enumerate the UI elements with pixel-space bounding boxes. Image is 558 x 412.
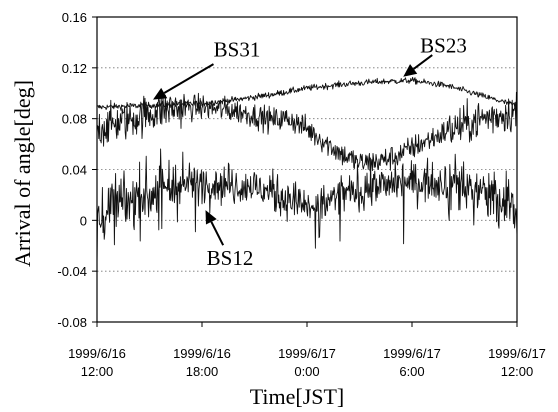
axis-ticks: 0.16 0.12 0.08 0.04 0 -0.04 -0.08 1999/6/16 12:0… (57, 10, 546, 379)
y-tick-label: 0 (80, 213, 87, 228)
arrow-head-icon (205, 210, 217, 225)
y-tick-label: 0.16 (62, 10, 87, 25)
x-tick-date-label: 1999/6/17 (278, 346, 336, 361)
y-tick-label: -0.08 (57, 315, 87, 330)
series-line-bs12 (96, 148, 518, 265)
series-label-bs12: BS12 (207, 246, 254, 270)
x-tick-date-label: 1999/6/17 (383, 346, 441, 361)
x-tick-date-label: 1999/6/17 (488, 346, 546, 361)
arrow-shaft (210, 221, 225, 246)
x-axis-title: Time[JST] (250, 384, 345, 409)
y-tick-label: 0.04 (62, 163, 87, 178)
arrow-shaft (413, 54, 433, 70)
arrow-head-icon (153, 87, 168, 100)
x-tick-time-label: 12:00 (501, 364, 534, 379)
series-annotations: BS31 BS23 BS12 (153, 34, 467, 270)
arrow-shaft (163, 63, 214, 94)
series-label-bs23: BS23 (420, 34, 467, 58)
x-tick-time-label: 6:00 (399, 364, 424, 379)
series-label-bs31: BS31 (214, 37, 261, 61)
y-axis-title: Arrival of angle[deg] (10, 80, 35, 267)
y-tick-label: 0.12 (62, 61, 87, 76)
y-tick-label: -0.04 (57, 264, 87, 279)
series-line-bs23 (96, 91, 518, 172)
y-tick-label: 0.08 (62, 112, 87, 127)
x-tick-date-label: 1999/6/16 (68, 346, 126, 361)
x-tick-time-label: 0:00 (294, 364, 319, 379)
x-tick-time-label: 18:00 (186, 364, 219, 379)
x-tick-time-label: 12:00 (81, 364, 114, 379)
series-lines (96, 76, 518, 265)
x-tick-date-label: 1999/6/16 (173, 346, 231, 361)
arrow-head-icon (403, 64, 418, 77)
